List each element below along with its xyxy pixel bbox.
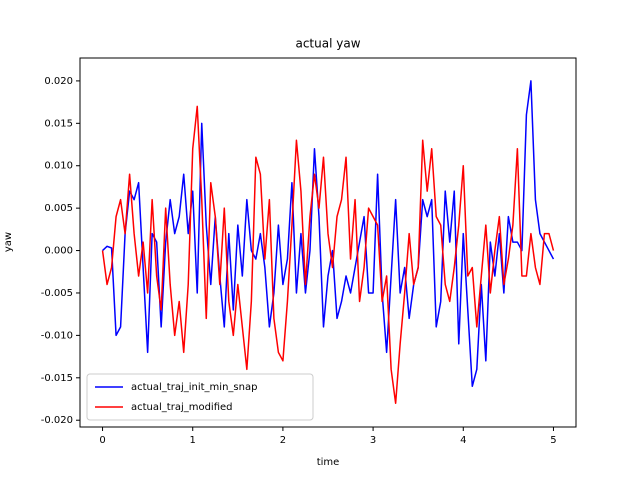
y-tick-label: 0.005 [44,203,73,214]
plot-frame [79,57,577,428]
y-tick-label: 0.020 [44,76,73,87]
x-axis-label: time [317,457,340,468]
x-tick-label: 1 [190,435,196,446]
x-tick-label: 0 [99,435,105,446]
y-tick-label: -0.005 [41,288,73,299]
legend-label: actual_traj_init_min_snap [131,382,257,393]
y-tick-label: 0.000 [44,246,73,257]
series-line [101,105,555,404]
legend-box [86,373,314,421]
legend-label: actual_traj_modified [131,402,233,413]
x-tick-label: 3 [370,435,376,446]
y-tick-label: 0.015 [44,118,73,129]
y-tick-label: -0.015 [41,373,73,384]
chart-title: actual yaw [295,37,360,51]
x-tick-label: 5 [550,435,556,446]
y-axis-label: yaw [3,232,14,252]
y-tick-label: 0.010 [44,161,73,172]
series-line [102,80,555,388]
y-tick-label: -0.010 [41,330,73,341]
x-tick-label: 4 [460,435,466,446]
y-tick-label: -0.020 [41,415,73,426]
x-tick-label: 2 [280,435,286,446]
